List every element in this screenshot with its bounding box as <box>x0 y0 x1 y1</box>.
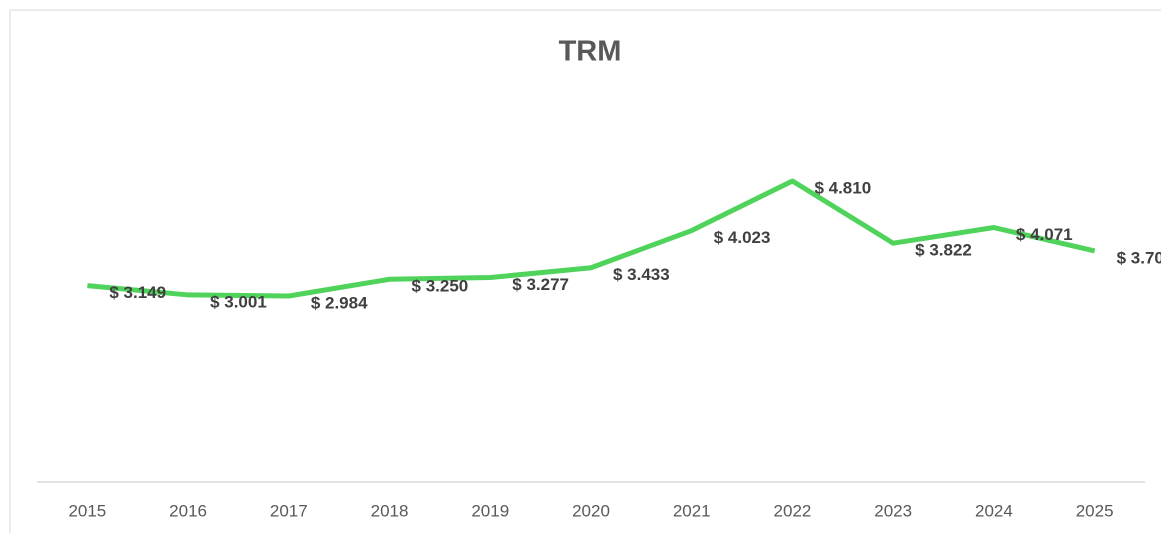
data-label: $ 2.984 <box>311 293 368 312</box>
data-line <box>87 178 1096 299</box>
data-label: $ 4.810 <box>814 178 871 197</box>
x-tick-label: 2017 <box>270 501 308 520</box>
data-label: $ 3.277 <box>512 275 569 294</box>
data-label: $ 3.433 <box>613 265 670 284</box>
x-tick-label: 2015 <box>68 501 106 520</box>
x-tick-label: 2025 <box>1076 501 1114 520</box>
data-label: $ 3.250 <box>412 277 469 296</box>
x-tick-label: 2019 <box>471 501 509 520</box>
data-label: $ 3.149 <box>109 283 166 302</box>
data-label: $ 4.023 <box>714 228 771 247</box>
x-tick-label: 2024 <box>975 501 1013 520</box>
x-tick-label: 2020 <box>572 501 610 520</box>
data-label: $ 4.071 <box>1016 225 1073 244</box>
x-tick-label: 2018 <box>371 501 409 520</box>
data-label: $ 3.822 <box>915 241 972 260</box>
x-tick-label: 2022 <box>774 501 812 520</box>
x-tick-label: 2016 <box>169 501 207 520</box>
x-tick-label: 2023 <box>874 501 912 520</box>
data-label: $ 3.700 <box>1117 248 1161 267</box>
chart-title: TRM <box>559 36 622 68</box>
x-tick-label: 2021 <box>673 501 711 520</box>
data-label: $ 3.001 <box>210 292 267 311</box>
